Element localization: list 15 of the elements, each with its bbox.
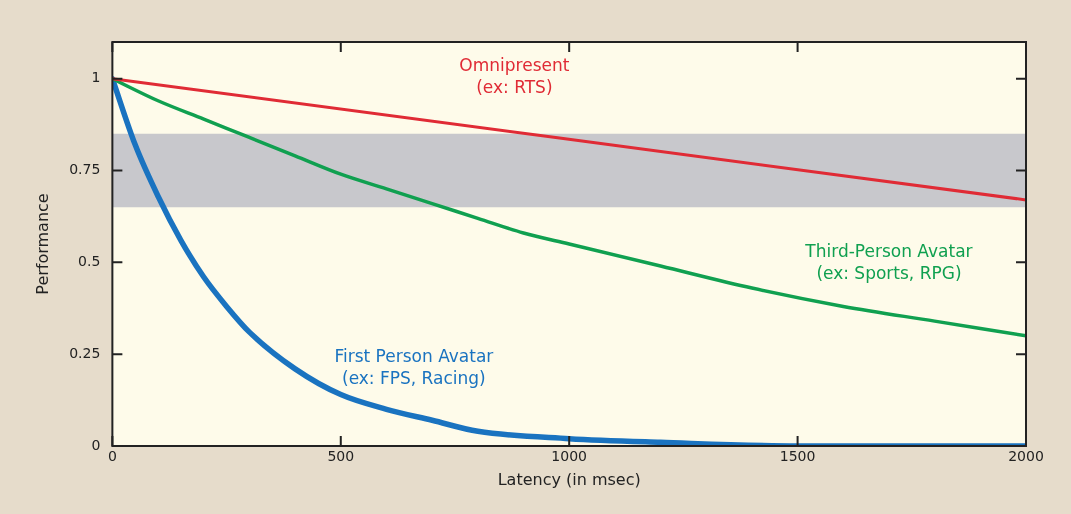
- x-tick-label: 500: [327, 448, 355, 465]
- series-label: First Person Avatar (ex: FPS, Racing): [334, 345, 494, 388]
- y-tick-label: 0.25: [69, 344, 101, 361]
- x-tick-label: 0: [107, 448, 117, 465]
- series-label: Omnipresent (ex: RTS): [459, 54, 570, 97]
- x-tick-label: 1000: [551, 448, 588, 465]
- x-axis-title: Latency (in msec): [497, 469, 641, 489]
- y-tick-label: 1: [91, 69, 101, 86]
- y-axis-title: Performance: [32, 193, 52, 295]
- y-tick-label: 0.75: [69, 161, 101, 178]
- y-tick-label: 0: [91, 436, 101, 453]
- series-label: Third-Person Avatar (ex: Sports, RPG): [804, 240, 973, 283]
- x-tick-label: 1500: [779, 448, 816, 465]
- y-tick-label: 0.5: [78, 253, 101, 269]
- x-tick-label: 2000: [1008, 448, 1044, 465]
